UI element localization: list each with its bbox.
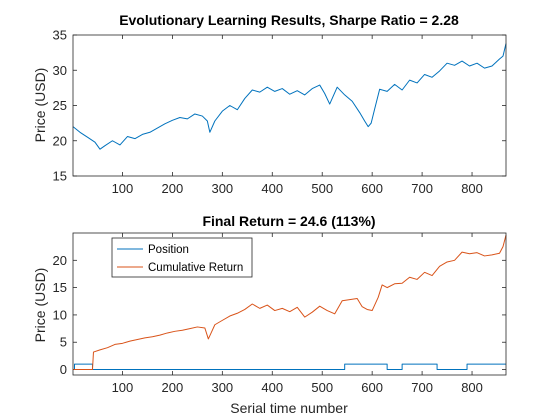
top-x-tick-label: 700 — [411, 181, 433, 196]
top-y-tick-label: 20 — [53, 133, 67, 148]
top-y-axis-label: Price (USD) — [32, 68, 48, 143]
top-chart-title: Evolutionary Learning Results, Sharpe Ra… — [119, 12, 459, 28]
bottom-y-tick-label: 20 — [53, 253, 67, 268]
top-x-tick-label: 100 — [112, 181, 134, 196]
bottom-series-line-cumulative-return — [73, 235, 507, 371]
top-axes-box — [72, 34, 507, 177]
top-y-tick-label: 15 — [53, 169, 67, 184]
top-x-tick-label: 800 — [461, 181, 483, 196]
bottom-y-tick-label: 0 — [60, 362, 67, 377]
bottom-x-tick-label: 400 — [261, 380, 283, 395]
legend: Position Cumulative Return — [111, 237, 253, 278]
top-x-tick-label: 500 — [311, 181, 333, 196]
bottom-series-line-position — [73, 363, 506, 371]
top-y-tick-label: 30 — [53, 63, 67, 78]
legend-label-cumulative-return: Cumulative Return — [148, 262, 243, 274]
bottom-chart-title: Final Return = 24.6 (113%) — [202, 213, 375, 229]
top-y-ticks: 15 20 25 30 35 — [53, 28, 506, 184]
legend-box — [111, 237, 253, 278]
bottom-x-tick-label: 500 — [311, 380, 333, 395]
top-series-line-price — [72, 43, 507, 150]
bottom-x-axis-label: Serial time number — [230, 400, 348, 416]
top-y-tick-label: 25 — [53, 98, 67, 113]
top-y-tick-label: 35 — [53, 28, 67, 43]
top-x-tick-label: 300 — [211, 181, 233, 196]
bottom-x-tick-label: 800 — [461, 380, 483, 395]
legend-label-position: Position — [148, 244, 189, 256]
bottom-x-ticks: 100 200 300 400 500 600 700 800 — [112, 233, 483, 395]
top-x-tick-label: 400 — [261, 181, 283, 196]
top-axes: Evolutionary Learning Results, Sharpe Ra… — [32, 12, 507, 196]
bottom-axes: Final Return = 24.6 (113%) Price (USD) S… — [32, 213, 507, 416]
bottom-x-tick-label: 200 — [162, 380, 184, 395]
top-series — [72, 43, 507, 150]
bottom-y-ticks: 0 5 10 15 20 — [53, 253, 506, 377]
bottom-series — [73, 235, 507, 371]
bottom-axes-box — [72, 232, 507, 376]
top-x-tick-label: 600 — [361, 181, 383, 196]
bottom-x-tick-label: 600 — [361, 380, 383, 395]
bottom-x-tick-label: 700 — [411, 380, 433, 395]
bottom-y-tick-label: 10 — [53, 307, 67, 322]
bottom-x-tick-label: 100 — [112, 380, 134, 395]
top-x-tick-label: 200 — [162, 181, 184, 196]
top-x-ticks: 100 200 300 400 500 600 700 800 — [112, 35, 483, 196]
bottom-y-axis-label: Price (USD) — [32, 268, 48, 343]
bottom-y-tick-label: 15 — [53, 280, 67, 295]
bottom-x-tick-label: 300 — [211, 380, 233, 395]
bottom-y-tick-label: 5 — [60, 335, 67, 350]
